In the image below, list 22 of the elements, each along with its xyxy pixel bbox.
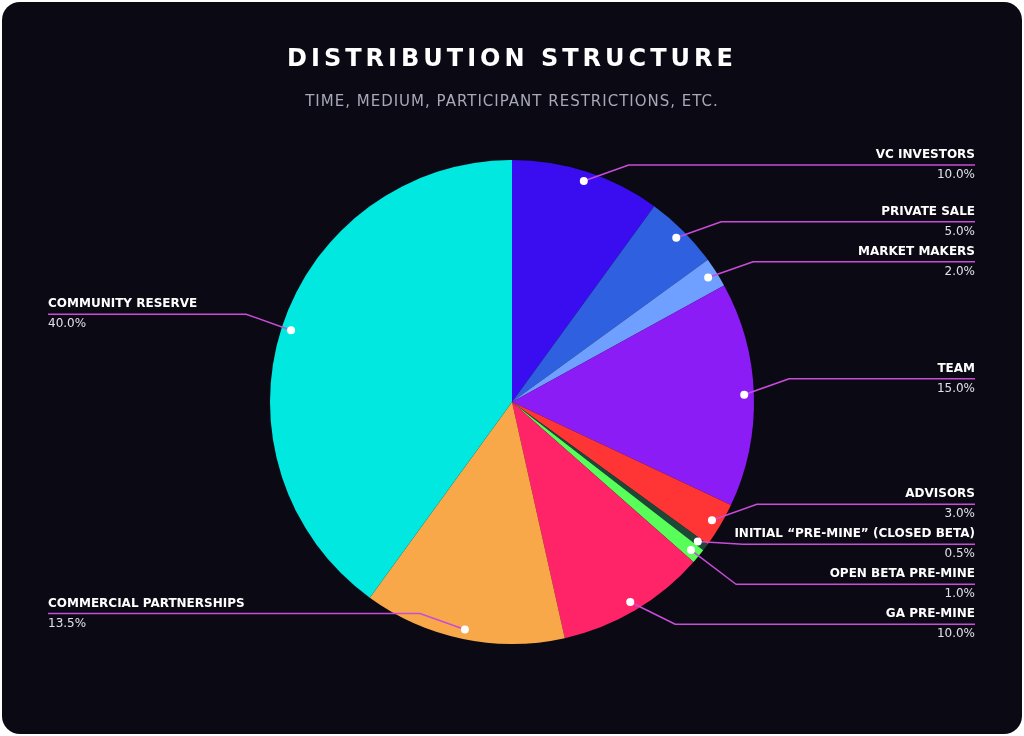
data-label: 0.5% xyxy=(944,546,975,561)
chart-subtitle: TIME, MEDIUM, PARTICIPANT RESTRICTIONS, ETC. xyxy=(304,92,720,110)
data-label: 15.0% xyxy=(936,380,975,395)
data-label: 1.0% xyxy=(944,586,975,601)
data-label: 3.0% xyxy=(944,506,975,521)
slice-label: GA PRE-MINE xyxy=(885,606,975,621)
data-label: 13.5% xyxy=(48,615,87,630)
data-label: 40.0% xyxy=(48,316,87,331)
chart-title: DISTRIBUTION STRUCTURE xyxy=(286,44,738,72)
slice-label: TEAM xyxy=(937,360,975,375)
slice-label: VC INVESTORS xyxy=(875,147,975,162)
data-label: 2.0% xyxy=(944,263,975,278)
slice-label: COMMERCIAL PARTNERSHIPS xyxy=(48,595,245,610)
slice-label: ADVISORS xyxy=(905,486,975,501)
slice-label: COMMUNITY RESERVE xyxy=(48,296,198,311)
slice-label: PRIVATE SALE xyxy=(881,203,975,218)
data-label: 10.0% xyxy=(936,167,975,182)
slice-label: MARKET MAKERS xyxy=(858,243,975,258)
data-label: 5.0% xyxy=(944,223,975,238)
data-label: 10.0% xyxy=(936,626,975,641)
slice-label: INITIAL “PRE-MINE” (CLOSED BETA) xyxy=(734,526,975,541)
slice-label: OPEN BETA PRE-MINE xyxy=(829,566,975,581)
